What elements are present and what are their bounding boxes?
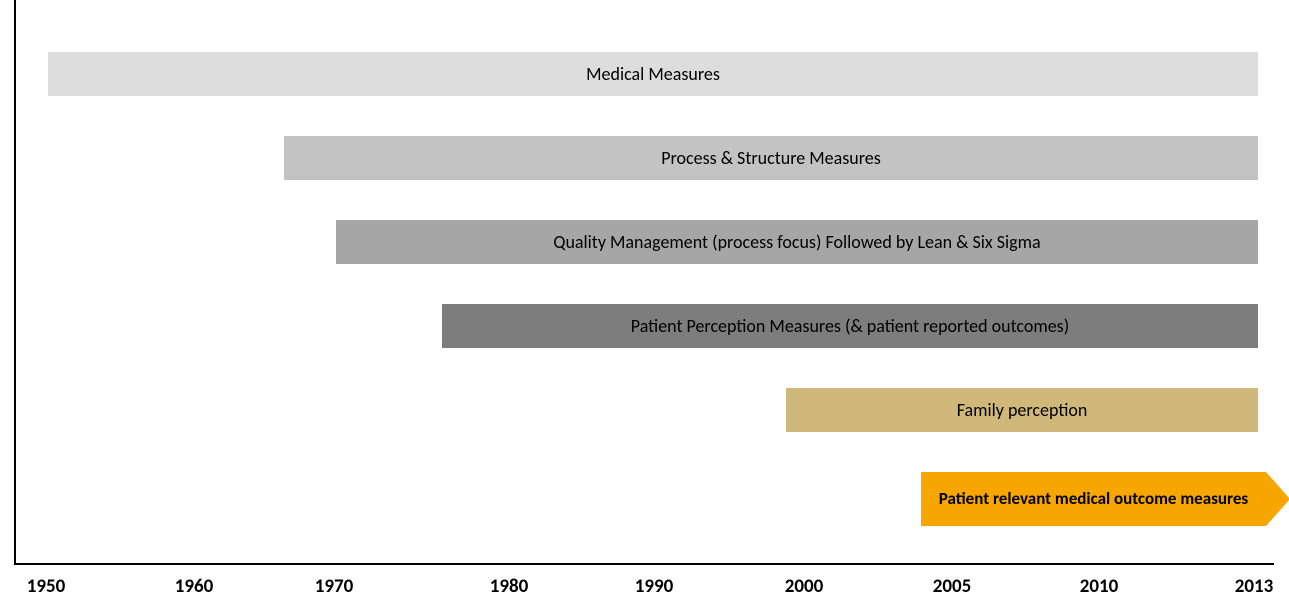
timeline-bar-patient-perception: Patient Perception Measures (& patient r… (442, 304, 1258, 348)
timeline-bar-label: Medical Measures (586, 63, 720, 85)
axis-tick-label: 1980 (490, 575, 529, 598)
axis-tick-2013: 2013 (1235, 575, 1274, 598)
timeline-bar-label: Patient relevant medical outcome measure… (939, 489, 1248, 509)
axis-tick-label: 2013 (1235, 575, 1274, 598)
timeline-bar-label: Quality Management (process focus) Follo… (553, 231, 1040, 253)
timeline-bar-process-structure: Process & Structure Measures (284, 136, 1258, 180)
axis-tick-2005: 2005 (933, 575, 972, 598)
axis-tick-1950: 1950 (27, 575, 66, 598)
axis-tick-1970: 1970 (315, 575, 354, 598)
timeline-bar-family-perception: Family perception (786, 388, 1258, 432)
axis-tick-1980: 1980 (490, 575, 529, 598)
timeline-bar-patient-relevant-outcome: Patient relevant medical outcome measure… (921, 472, 1266, 526)
timeline-chart: Medical Measures Process & Structure Meas… (14, 0, 1274, 565)
timeline-bar-medical-measures: Medical Measures (48, 52, 1258, 96)
axis-labels: 1950 1960 1970 1980 1990 2000 2005 2010 2013 (0, 575, 1289, 605)
timeline-bar-label: Family perception (957, 399, 1088, 421)
axis-tick-label: 1970 (315, 575, 354, 598)
axis-tick-label: 2010 (1080, 575, 1119, 598)
timeline-bar-quality-management: Quality Management (process focus) Follo… (336, 220, 1258, 264)
timeline-bar-label: Patient Perception Measures (& patient r… (631, 315, 1069, 337)
timeline-bar-label: Process & Structure Measures (661, 147, 881, 169)
axis-tick-label: 1960 (175, 575, 214, 598)
axis-tick-label: 2000 (785, 575, 824, 598)
axis-tick-label: 1950 (27, 575, 66, 598)
axis-tick-2000: 2000 (785, 575, 824, 598)
axis-tick-1960: 1960 (175, 575, 214, 598)
axis-tick-2010: 2010 (1080, 575, 1119, 598)
axis-tick-label: 1990 (635, 575, 674, 598)
axis-tick-label: 2005 (933, 575, 972, 598)
axis-tick-1990: 1990 (635, 575, 674, 598)
